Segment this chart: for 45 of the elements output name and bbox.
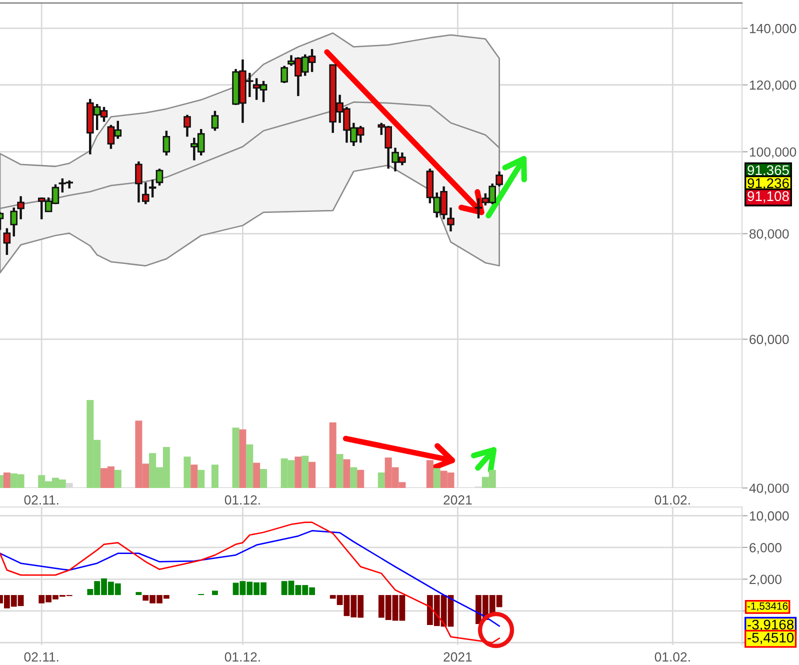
bar [308,462,316,488]
x-tick-label: 02.11. [24,495,58,505]
text: 91,236 [748,178,789,190]
bar [294,456,302,488]
bar [253,462,260,488]
bar [378,472,385,488]
y-tick-label: 60,000 [750,334,789,346]
bar [211,464,218,488]
bar [246,444,254,488]
y-tick-label: 140,000 [750,24,796,35]
x-tick-label: 01.12. [224,652,260,662]
y-tick-label: 120,000 [750,80,796,92]
bar [302,456,309,488]
bar [343,459,350,488]
text: -3,9168 [748,620,794,632]
bar [336,454,344,488]
bar [212,590,218,596]
bar [426,460,434,488]
y-tick-label: 6,000 [750,543,782,554]
x-tick-label: 01.02. [654,495,690,505]
y-tick-label: 100,000 [750,147,796,158]
bar [136,592,142,596]
x-tick-label: 01.02. [654,652,690,662]
x-tick-label: 02.11. [24,652,58,662]
x-tick-label: 2021 [444,495,472,505]
y-tick-label: 10,000 [750,511,789,522]
x-tick-label: 2021 [444,652,472,662]
bar [260,468,268,488]
text: 91,108 [748,191,789,203]
bar [239,429,246,488]
text: 91,365 [748,165,789,177]
bar [114,470,122,488]
bar [232,428,240,488]
y-tick-label: 40,000 [749,484,789,494]
bar [190,464,198,488]
text: -1,53416 [747,602,788,611]
bar [350,467,358,488]
bar [357,470,364,488]
bar [329,422,336,488]
y-tick-label: 80,000 [750,229,789,240]
y-tick-label: 2,000 [750,574,782,586]
bar [184,456,191,488]
x-tick-label: 01.12. [224,495,260,505]
text: -5,4510 [748,632,794,644]
bar [198,470,205,488]
